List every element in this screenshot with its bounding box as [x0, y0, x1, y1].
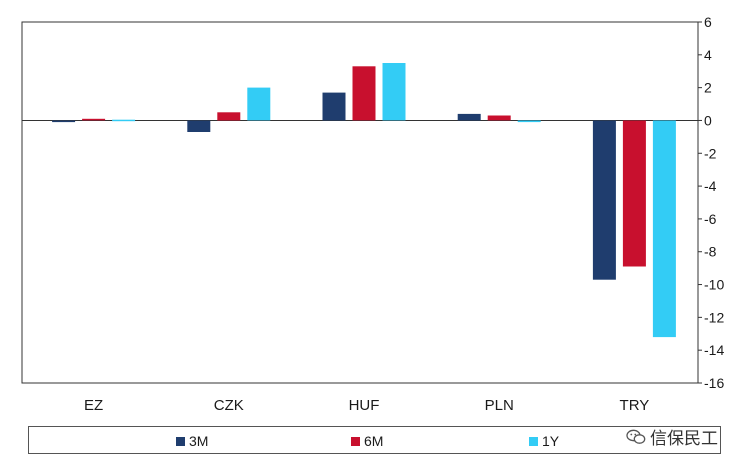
bar-try-1y — [652, 120, 676, 338]
y-tick-label: -14 — [704, 342, 724, 358]
legend-swatch-3m — [176, 436, 185, 446]
bar-try-3m — [592, 120, 616, 280]
x-category-label: HUF — [349, 397, 380, 414]
x-category-label: TRY — [620, 397, 650, 414]
legend-label-1y: 1Y — [542, 433, 560, 449]
legend-item-1y: 1Y — [529, 433, 559, 449]
legend-item-3m: 3M — [176, 433, 208, 449]
legend-label-6m: 6M — [364, 433, 384, 449]
bar-czk-1y — [247, 87, 271, 121]
x-category-label: CZK — [214, 397, 244, 414]
legend-item-6m: 6M — [351, 433, 383, 449]
y-tick-label: -4 — [704, 178, 717, 194]
x-category-label: EZ — [84, 397, 103, 414]
y-tick-label: -8 — [704, 244, 717, 260]
y-tick-label: -16 — [704, 375, 724, 391]
plot-area-frame — [21, 21, 699, 384]
x-category-label: PLN — [485, 397, 514, 414]
y-tick-label: -10 — [704, 277, 724, 293]
legend-swatch-6m — [351, 436, 360, 446]
watermark-text: 信保民工 — [650, 429, 718, 448]
bar-ez-3m — [52, 120, 76, 123]
legend-label-3m: 3M — [189, 433, 209, 449]
bar-czk-3m — [187, 120, 211, 132]
legend: 3M 6M 1Y — [28, 426, 721, 454]
bar-huf-1y — [382, 63, 406, 121]
bar-czk-6m — [217, 112, 241, 121]
bar-huf-6m — [352, 66, 376, 121]
bar-pln-3m — [457, 113, 481, 121]
bar-pln-6m — [487, 115, 511, 121]
y-tick-label: -12 — [704, 309, 724, 325]
y-tick-label: -6 — [704, 211, 717, 227]
watermark: 信保民工 — [626, 424, 718, 449]
bar-try-6m — [622, 120, 646, 267]
wechat-icon — [626, 429, 646, 444]
bar-ez-6m — [82, 118, 106, 121]
legend-swatch-1y — [529, 436, 538, 446]
y-tick-label: 6 — [704, 14, 712, 30]
y-tick-label: 2 — [704, 80, 712, 96]
bar-huf-3m — [322, 92, 346, 121]
y-tick-label: 0 — [704, 112, 712, 128]
bar-pln-1y — [517, 120, 541, 123]
y-tick-label: -2 — [704, 145, 717, 161]
bar-ez-1y — [112, 119, 136, 122]
y-tick-label: 4 — [704, 47, 712, 63]
